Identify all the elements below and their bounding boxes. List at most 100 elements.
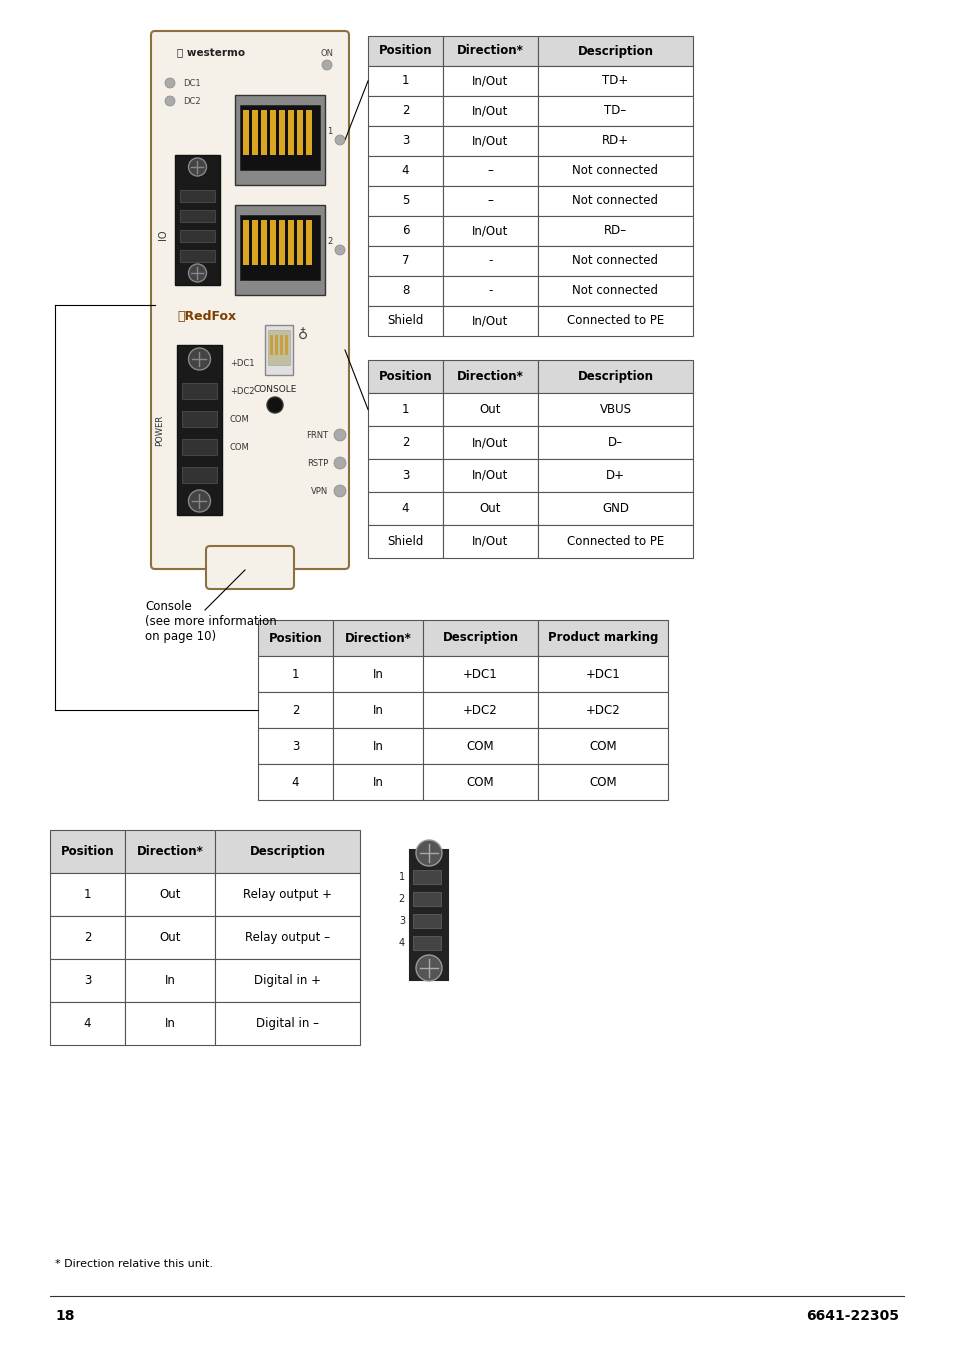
Bar <box>537 728 667 764</box>
Circle shape <box>189 348 211 370</box>
Bar <box>280 334 283 355</box>
Text: FRNT: FRNT <box>306 431 328 440</box>
Bar <box>368 37 442 66</box>
Bar <box>537 360 692 393</box>
Bar <box>333 728 422 764</box>
Bar <box>413 914 440 927</box>
Text: Position: Position <box>61 845 114 858</box>
Bar <box>50 1002 125 1045</box>
Text: RSTP: RSTP <box>307 459 328 467</box>
Bar <box>257 620 333 655</box>
Text: +DC2: +DC2 <box>230 386 254 395</box>
Text: DC2: DC2 <box>183 96 200 106</box>
Circle shape <box>334 429 346 441</box>
Bar <box>368 393 442 427</box>
Bar <box>257 655 333 692</box>
Text: Connected to PE: Connected to PE <box>566 535 663 548</box>
Text: 3: 3 <box>398 917 405 926</box>
Bar <box>214 1002 359 1045</box>
Bar <box>243 110 249 154</box>
Text: Digital in –: Digital in – <box>255 1017 318 1030</box>
Text: Relay output +: Relay output + <box>243 888 332 900</box>
Bar <box>125 1002 214 1045</box>
Bar <box>368 66 442 96</box>
Bar <box>333 655 422 692</box>
Bar <box>182 439 216 455</box>
Bar <box>214 917 359 959</box>
Bar <box>442 427 537 459</box>
Bar <box>368 126 442 156</box>
Circle shape <box>189 490 211 512</box>
Bar <box>214 830 359 873</box>
Bar <box>333 620 422 655</box>
Text: In/Out: In/Out <box>472 225 508 237</box>
Text: +DC1: +DC1 <box>585 668 619 681</box>
Text: Position: Position <box>269 631 322 645</box>
Text: DC1: DC1 <box>183 79 200 88</box>
Bar <box>442 246 537 276</box>
Circle shape <box>416 839 441 867</box>
Bar <box>368 525 442 558</box>
Text: Out: Out <box>159 932 180 944</box>
Bar <box>180 230 214 242</box>
Circle shape <box>416 955 441 982</box>
Bar <box>422 764 537 800</box>
Text: +DC1: +DC1 <box>230 359 254 367</box>
Bar <box>50 959 125 1002</box>
Text: 4: 4 <box>401 164 409 177</box>
Text: 2: 2 <box>401 104 409 118</box>
Text: VBUS: VBUS <box>598 403 631 416</box>
Text: ⭡RedFox: ⭡RedFox <box>177 310 236 324</box>
Bar <box>442 156 537 185</box>
Bar <box>306 110 312 154</box>
Bar <box>368 459 442 492</box>
Text: D–: D– <box>607 436 622 450</box>
Text: +DC1: +DC1 <box>462 668 497 681</box>
Bar <box>333 692 422 728</box>
Bar <box>234 204 325 295</box>
Text: 3: 3 <box>292 739 299 753</box>
Bar <box>288 219 294 265</box>
Text: Not connected: Not connected <box>572 195 658 207</box>
Text: 6: 6 <box>401 225 409 237</box>
Bar <box>368 96 442 126</box>
Text: 4: 4 <box>84 1017 91 1030</box>
Bar <box>285 334 288 355</box>
Circle shape <box>189 158 206 176</box>
Bar <box>537 156 692 185</box>
Bar <box>537 393 692 427</box>
Text: +DC2: +DC2 <box>585 704 619 716</box>
Bar <box>442 306 537 336</box>
Bar <box>50 917 125 959</box>
Bar <box>537 66 692 96</box>
Bar <box>265 325 293 375</box>
Bar <box>413 871 440 884</box>
Bar <box>257 728 333 764</box>
Bar <box>537 459 692 492</box>
Bar <box>261 110 267 154</box>
Text: Ⓦ westermo: Ⓦ westermo <box>177 47 245 58</box>
Text: Direction*: Direction* <box>344 631 411 645</box>
Bar <box>537 276 692 306</box>
Text: 1: 1 <box>401 403 409 416</box>
Bar <box>537 620 667 655</box>
Bar <box>442 459 537 492</box>
Circle shape <box>165 96 174 106</box>
Text: TD–: TD– <box>604 104 626 118</box>
Text: Out: Out <box>479 502 500 515</box>
Text: COM: COM <box>589 739 617 753</box>
Text: VPN: VPN <box>311 486 328 496</box>
Bar <box>270 334 273 355</box>
Bar <box>240 215 319 280</box>
Text: 3: 3 <box>401 468 409 482</box>
Text: 2: 2 <box>84 932 91 944</box>
Bar <box>537 96 692 126</box>
Bar <box>413 936 440 951</box>
Bar <box>268 330 290 366</box>
Bar <box>174 154 220 284</box>
Text: ON: ON <box>320 49 334 57</box>
Text: Not connected: Not connected <box>572 255 658 268</box>
Bar <box>252 110 257 154</box>
Text: 4: 4 <box>401 502 409 515</box>
Text: 2: 2 <box>327 237 333 246</box>
